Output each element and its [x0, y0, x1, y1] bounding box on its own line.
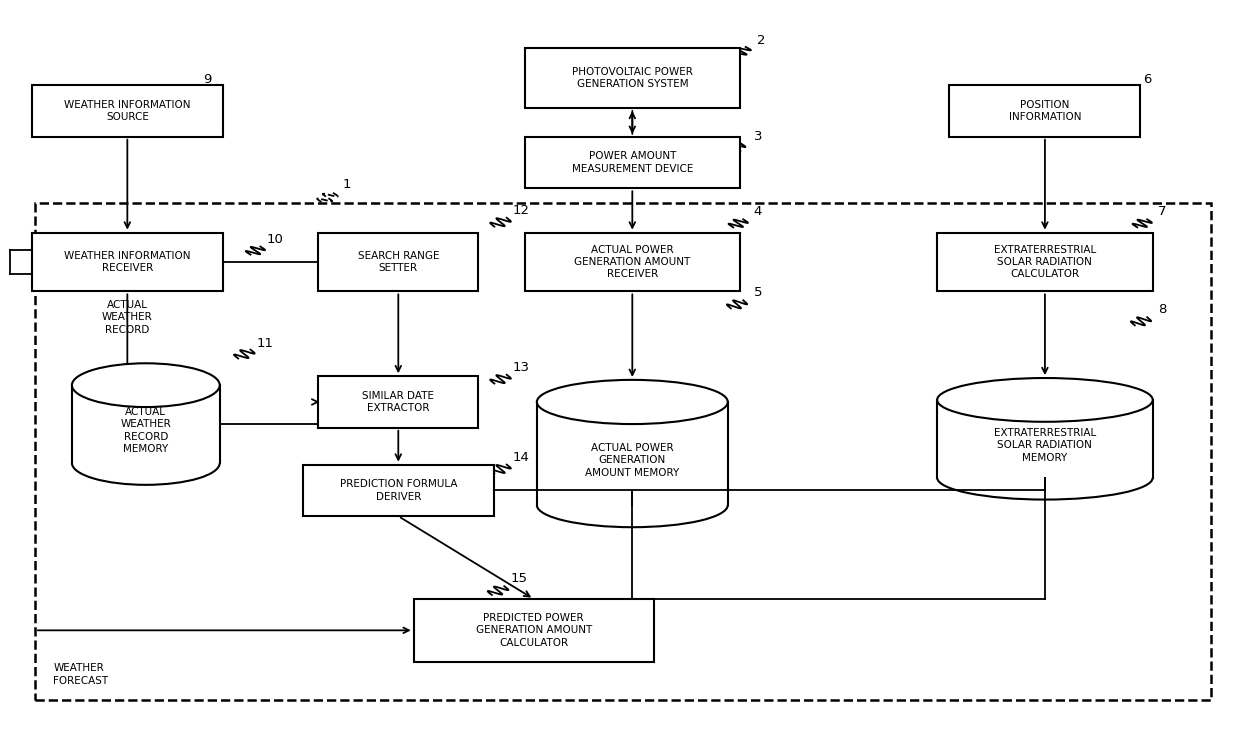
Text: 6: 6	[1143, 73, 1152, 86]
FancyBboxPatch shape	[525, 48, 740, 108]
Text: SIMILAR DATE
EXTRACTOR: SIMILAR DATE EXTRACTOR	[362, 391, 434, 413]
FancyBboxPatch shape	[32, 85, 223, 137]
Text: 12: 12	[513, 204, 529, 217]
Text: PHOTOVOLTAIC POWER
GENERATION SYSTEM: PHOTOVOLTAIC POWER GENERATION SYSTEM	[572, 66, 693, 89]
FancyBboxPatch shape	[32, 232, 223, 291]
FancyBboxPatch shape	[937, 232, 1153, 291]
Text: 5: 5	[754, 286, 763, 299]
Text: PREDICTION FORMULA
DERIVER: PREDICTION FORMULA DERIVER	[340, 479, 458, 501]
FancyBboxPatch shape	[303, 465, 494, 516]
Text: ACTUAL POWER
GENERATION
AMOUNT MEMORY: ACTUAL POWER GENERATION AMOUNT MEMORY	[585, 443, 680, 478]
Text: 11: 11	[257, 337, 274, 349]
Ellipse shape	[537, 380, 728, 424]
Text: 7: 7	[1158, 206, 1166, 218]
Text: 4: 4	[754, 206, 763, 218]
Text: WEATHER INFORMATION
SOURCE: WEATHER INFORMATION SOURCE	[64, 100, 191, 122]
FancyBboxPatch shape	[950, 85, 1141, 137]
FancyBboxPatch shape	[319, 376, 479, 428]
Text: WEATHER
FORECAST: WEATHER FORECAST	[53, 663, 109, 685]
Text: ACTUAL
WEATHER
RECORD
MEMORY: ACTUAL WEATHER RECORD MEMORY	[120, 407, 171, 454]
Text: 15: 15	[511, 572, 527, 586]
Text: POWER AMOUNT
MEASUREMENT DEVICE: POWER AMOUNT MEASUREMENT DEVICE	[572, 151, 693, 174]
Text: ACTUAL POWER
GENERATION AMOUNT
RECEIVER: ACTUAL POWER GENERATION AMOUNT RECEIVER	[574, 244, 691, 279]
Text: 9: 9	[203, 73, 212, 86]
Text: 1: 1	[342, 178, 351, 191]
Text: EXTRATERRESTRIAL
SOLAR RADIATION
CALCULATOR: EXTRATERRESTRIAL SOLAR RADIATION CALCULA…	[993, 244, 1096, 279]
Text: 8: 8	[1158, 303, 1166, 317]
Text: 10: 10	[267, 233, 284, 247]
Text: 14: 14	[513, 451, 529, 463]
Text: PREDICTED POWER
GENERATION AMOUNT
CALCULATOR: PREDICTED POWER GENERATION AMOUNT CALCUL…	[476, 613, 591, 647]
Text: POSITION
INFORMATION: POSITION INFORMATION	[1008, 100, 1081, 122]
Text: 2: 2	[758, 34, 766, 47]
Text: 13: 13	[513, 361, 529, 374]
FancyBboxPatch shape	[525, 232, 740, 291]
Text: EXTRATERRESTRIAL
SOLAR RADIATION
MEMORY: EXTRATERRESTRIAL SOLAR RADIATION MEMORY	[993, 428, 1096, 463]
FancyBboxPatch shape	[525, 137, 740, 188]
Text: ACTUAL
WEATHER
RECORD: ACTUAL WEATHER RECORD	[102, 299, 153, 335]
Text: 3: 3	[754, 130, 763, 143]
Text: SEARCH RANGE
SETTER: SEARCH RANGE SETTER	[357, 251, 439, 273]
Ellipse shape	[937, 378, 1153, 422]
Ellipse shape	[72, 364, 219, 407]
FancyBboxPatch shape	[319, 232, 479, 291]
Text: WEATHER INFORMATION
RECEIVER: WEATHER INFORMATION RECEIVER	[64, 251, 191, 273]
FancyBboxPatch shape	[414, 599, 653, 662]
